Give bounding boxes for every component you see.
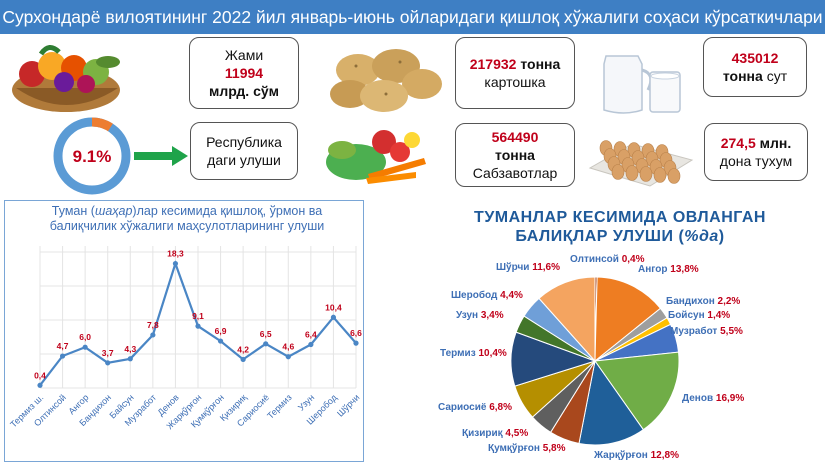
line-point [240, 356, 246, 363]
pie-chart: Олтинсой 0,4%Ангор 13,8% Бандихон 2,2% Бой… [438, 254, 744, 461]
pie-slice-label: Бандихон 2,2% [666, 296, 740, 307]
vegetables-unit: тонна [495, 147, 535, 163]
header-bar: Сурхондарё вилоятининг 2022 йил январь-и… [0, 0, 825, 34]
line-value-label: 4,6 [282, 342, 294, 352]
line-title-part-a: Туман ( [51, 204, 95, 218]
line-chart-title: Туман (шаҳар)лар кесимида қишлоқ, ўрмон … [14, 204, 360, 234]
line-point [150, 332, 156, 338]
total-card: Жами 11994 млрд. сўм [189, 37, 299, 109]
pie-slice-label: Термиз 10,4% [440, 348, 507, 359]
line-value-label: 18,3 [167, 249, 184, 259]
line-value-label: 6,4 [305, 329, 317, 339]
pie-slice-label: Бойсун 1,4% [668, 310, 730, 321]
total-line1: Жами [224, 47, 264, 63]
pie-slice-label: Денов 16,9% [682, 393, 744, 404]
pie-title-line2-b: %да [684, 228, 719, 245]
share-line1: Республика [206, 134, 282, 150]
vegetables-value: 564490 [491, 129, 539, 145]
line-chart-panel [4, 200, 364, 462]
line-value-label: 7,8 [147, 320, 159, 330]
potato-value: 217932 [469, 56, 517, 72]
pie-slice-label: Ангор 13,8% [638, 264, 699, 275]
line-point [330, 314, 337, 320]
eggs-card: 274,5 млн. дона тухум [704, 123, 808, 181]
pie-slice-label: Қумқўрғон 5,8% [488, 442, 566, 454]
line-value-label: 10,4 [325, 302, 342, 312]
milk-card: 435012 тонна сут [703, 37, 807, 97]
line-value-label: 4,2 [237, 344, 249, 354]
share-line2: даги улуши [207, 152, 281, 168]
potato-card: 217932 тонна картошка [455, 37, 575, 109]
pie-slice-label: Жарқўрғон 12,8% [593, 449, 679, 461]
line-point [308, 341, 314, 348]
line-category-label: Шўрчи [335, 392, 361, 418]
line-value-label: 6,9 [215, 326, 227, 336]
pie-title-line2-a: БАЛИҚЛАР УЛУШИ ( [515, 228, 685, 245]
total-unit: млрд. сўм [208, 83, 280, 99]
arrow-right-icon [134, 146, 188, 166]
line-value-label: 6,0 [79, 332, 91, 342]
donut-share-arc [53, 117, 131, 195]
line-point [217, 338, 224, 344]
line-value-label: 3,7 [102, 348, 114, 358]
eggs-value: 274,5 [720, 135, 756, 151]
line-title-part-b: шаҳар [94, 204, 133, 218]
line-value-label: 6,6 [350, 328, 362, 338]
line-value-label: 4,7 [57, 341, 69, 351]
line-point [195, 323, 201, 329]
total-value: 11994 [224, 65, 264, 81]
pie-chart-title: ТУМАНЛАР КЕСИМИДА ОВЛАНГАН БАЛИҚЛАР УЛУШ… [420, 208, 820, 246]
pie-slice-label: Музработ 5,5% [670, 325, 743, 337]
line-category-label: Термиз [265, 392, 294, 421]
line-point [285, 354, 291, 360]
fruit-basket-icon [12, 45, 120, 112]
line-point [127, 356, 133, 362]
pie-slice-label: Узун 3,4% [456, 310, 504, 321]
donut-label: 9.1% [73, 147, 112, 166]
page-title: Сурхондарё вилоятининг 2022 йил январь-и… [2, 7, 823, 27]
line-point [82, 344, 88, 350]
pie-slice [594, 351, 680, 431]
line-point [353, 340, 359, 346]
line-chart: 0,4 4,7 6,0 3,7 4,3 7,8 18,3 9,1 6,9 4,2 6,5 4,6 6,4… [8, 246, 362, 431]
line-point [37, 382, 43, 388]
share-card: Республика даги улуши [190, 122, 298, 180]
eggs-icon [588, 140, 694, 187]
pie-title-line1: ТУМАНЛАР КЕСИМИДА ОВЛАНГАН [474, 209, 766, 226]
milk-unit2: сут [766, 68, 788, 84]
line-title-line2: балиқчилик хўжалиги маҳсулотларининг улу… [49, 219, 325, 233]
pie-slice [578, 359, 645, 446]
line-value-label: 9,1 [192, 311, 204, 321]
pie-slice [538, 276, 596, 363]
pie-slice-label: Қизириқ 4,5% [462, 428, 528, 439]
pie-slice [594, 276, 662, 363]
line-value-label: 0,4 [34, 370, 46, 380]
pie-slice-label: Олтинсой 0,4% [570, 254, 645, 265]
line-point [172, 260, 179, 267]
vegetables-label: Сабзавотлар [472, 165, 558, 181]
line-point [263, 341, 269, 347]
pie-slice-label: Шўрчи 11,6% [496, 261, 560, 273]
milk-icon [603, 55, 681, 114]
line-value-label: 4,3 [124, 344, 136, 354]
potato-label: картошка [484, 74, 546, 90]
share-donut: 9.1% [53, 117, 131, 195]
eggs-unit: млн. [759, 135, 792, 151]
milk-unit: тонна [722, 68, 763, 84]
milk-value: 435012 [731, 50, 779, 66]
potato-unit: тонна [520, 56, 561, 72]
pie-slice-label: Шеробод 4,4% [451, 289, 523, 301]
eggs-label: дона тухум [719, 153, 793, 169]
pie-slice-label: Сариосиё 6,8% [438, 402, 512, 413]
vegetables-card: 564490 тонна Сабзавотлар [455, 123, 575, 187]
line-point [59, 353, 66, 359]
potatoes-icon [330, 49, 442, 112]
pie-title-line2-c: ) [718, 228, 725, 245]
vegetables-icon [326, 130, 426, 184]
line-title-part-c: )лар кесимида қишлоқ, ўрмон ва [132, 204, 323, 218]
line-point [105, 360, 111, 366]
line-value-label: 6,5 [260, 329, 272, 339]
